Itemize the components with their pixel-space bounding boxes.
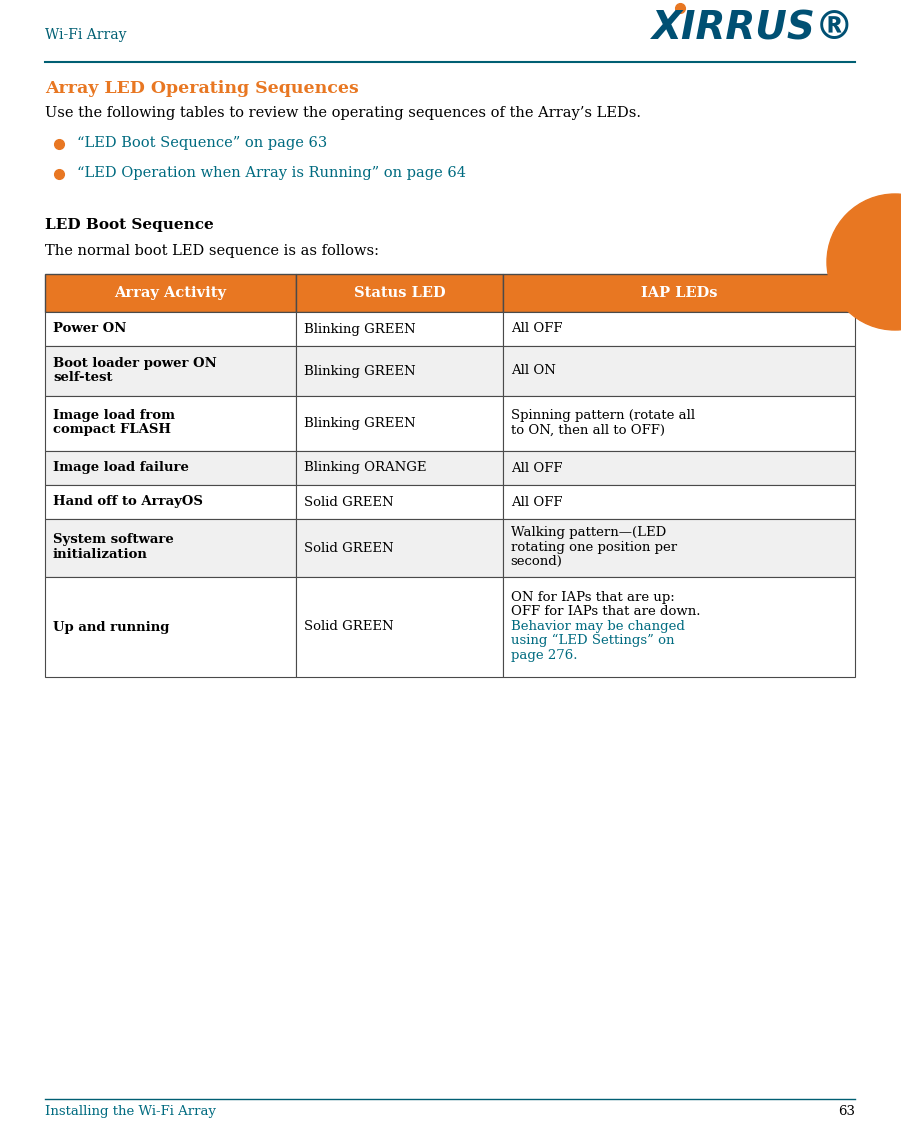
Text: Image load failure: Image load failure bbox=[53, 462, 189, 474]
Text: Spinning pattern (rotate all: Spinning pattern (rotate all bbox=[511, 409, 695, 422]
Text: Image load from: Image load from bbox=[53, 409, 175, 422]
Text: Array LED Operating Sequences: Array LED Operating Sequences bbox=[45, 80, 359, 97]
Text: Blinking GREEN: Blinking GREEN bbox=[305, 417, 415, 430]
Text: Installing the Wi-Fi Array: Installing the Wi-Fi Array bbox=[45, 1105, 216, 1118]
Text: Boot loader power ON: Boot loader power ON bbox=[53, 357, 217, 370]
Text: Wi-Fi Array: Wi-Fi Array bbox=[45, 28, 126, 42]
Text: Solid GREEN: Solid GREEN bbox=[305, 541, 394, 555]
Text: Blinking GREEN: Blinking GREEN bbox=[305, 365, 415, 377]
Text: Up and running: Up and running bbox=[53, 621, 169, 633]
Text: ON for IAPs that are up:: ON for IAPs that are up: bbox=[511, 591, 675, 604]
Bar bbox=[503, 576, 855, 677]
Text: Status LED: Status LED bbox=[353, 287, 445, 300]
Bar bbox=[503, 312, 855, 346]
Bar bbox=[45, 312, 296, 346]
Bar bbox=[503, 485, 855, 518]
Bar bbox=[296, 346, 503, 396]
Text: All OFF: All OFF bbox=[511, 323, 562, 335]
Bar bbox=[296, 485, 503, 518]
Text: rotating one position per: rotating one position per bbox=[511, 541, 677, 554]
Bar bbox=[296, 576, 503, 677]
Bar bbox=[503, 346, 855, 396]
Text: page 276.: page 276. bbox=[511, 649, 578, 662]
Bar bbox=[45, 451, 296, 485]
Bar bbox=[45, 485, 296, 518]
Text: All OFF: All OFF bbox=[511, 496, 562, 508]
Text: initialization: initialization bbox=[53, 548, 148, 561]
Text: System software: System software bbox=[53, 533, 174, 547]
Text: using “LED Settings” on: using “LED Settings” on bbox=[511, 634, 674, 647]
Bar bbox=[296, 396, 503, 451]
Text: “LED Operation when Array is Running” on page 64: “LED Operation when Array is Running” on… bbox=[77, 166, 466, 180]
Text: 63: 63 bbox=[838, 1105, 855, 1118]
Text: All ON: All ON bbox=[511, 365, 556, 377]
Text: Blinking ORANGE: Blinking ORANGE bbox=[305, 462, 426, 474]
Bar bbox=[503, 396, 855, 451]
Text: “LED Boot Sequence” on page 63: “LED Boot Sequence” on page 63 bbox=[77, 136, 327, 150]
Bar bbox=[45, 274, 296, 312]
Text: Solid GREEN: Solid GREEN bbox=[305, 496, 394, 508]
Bar bbox=[503, 518, 855, 576]
Text: to ON, then all to OFF): to ON, then all to OFF) bbox=[511, 423, 665, 437]
Bar bbox=[296, 274, 503, 312]
Bar bbox=[45, 346, 296, 396]
Text: Hand off to ArrayOS: Hand off to ArrayOS bbox=[53, 496, 203, 508]
Text: Behavior may be changed: Behavior may be changed bbox=[511, 620, 685, 633]
Bar bbox=[296, 451, 503, 485]
Text: The normal boot LED sequence is as follows:: The normal boot LED sequence is as follo… bbox=[45, 244, 379, 258]
Text: Power ON: Power ON bbox=[53, 323, 126, 335]
Bar bbox=[45, 518, 296, 576]
Text: XIRRUS®: XIRRUS® bbox=[652, 10, 855, 48]
Text: self-test: self-test bbox=[53, 371, 113, 384]
Bar bbox=[503, 274, 855, 312]
Text: second): second) bbox=[511, 555, 562, 568]
Text: Solid GREEN: Solid GREEN bbox=[305, 621, 394, 633]
Text: Walking pattern—(LED: Walking pattern—(LED bbox=[511, 526, 666, 539]
Bar bbox=[296, 312, 503, 346]
Text: OFF for IAPs that are down.: OFF for IAPs that are down. bbox=[511, 605, 700, 619]
Text: All OFF: All OFF bbox=[511, 462, 562, 474]
Bar bbox=[296, 518, 503, 576]
Text: Use the following tables to review the operating sequences of the Array’s LEDs.: Use the following tables to review the o… bbox=[45, 106, 641, 121]
Text: LED Boot Sequence: LED Boot Sequence bbox=[45, 218, 214, 232]
Bar bbox=[503, 451, 855, 485]
Circle shape bbox=[827, 194, 901, 330]
Text: compact FLASH: compact FLASH bbox=[53, 423, 171, 437]
Bar bbox=[45, 396, 296, 451]
Text: IAP LEDs: IAP LEDs bbox=[641, 287, 717, 300]
Bar bbox=[45, 576, 296, 677]
Text: Array Activity: Array Activity bbox=[114, 287, 226, 300]
Text: Blinking GREEN: Blinking GREEN bbox=[305, 323, 415, 335]
